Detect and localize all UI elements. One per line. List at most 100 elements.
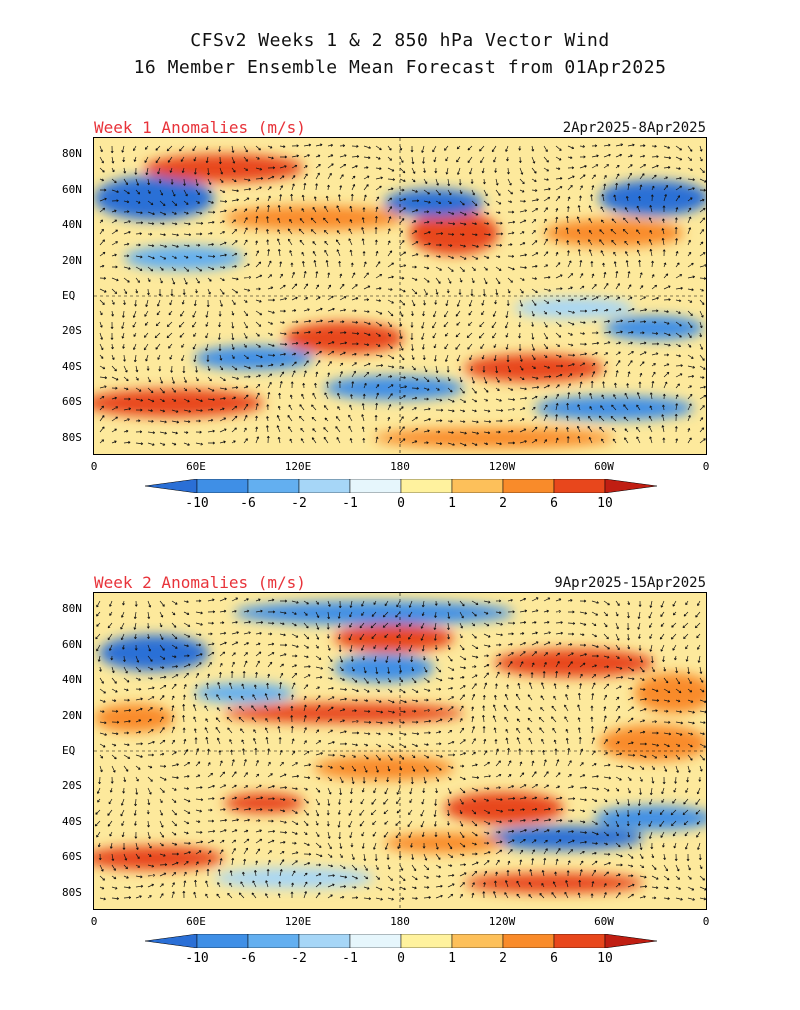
wind-arrow	[663, 156, 672, 160]
wind-arrow	[231, 641, 239, 646]
wind-arrow	[121, 145, 125, 153]
wind-arrow	[231, 652, 236, 657]
wind-arrow	[481, 354, 485, 360]
wind-arrow	[267, 391, 271, 400]
wind-arrow	[579, 372, 583, 378]
wind-arrow	[423, 407, 431, 411]
wind-arrow	[435, 687, 442, 691]
wind-arrow	[252, 880, 257, 888]
wind-arrow	[303, 751, 310, 756]
wind-arrow	[504, 880, 509, 888]
wind-arrow	[674, 226, 678, 235]
wind-arrow	[315, 882, 322, 888]
wind-arrow	[447, 200, 452, 204]
wind-arrow	[578, 736, 582, 745]
wind-arrow	[207, 277, 212, 282]
wind-arrow	[267, 156, 274, 160]
wind-arrow	[135, 419, 141, 423]
wind-arrow	[399, 416, 404, 422]
wind-arrow	[636, 436, 641, 444]
wind-arrow	[408, 809, 413, 816]
wind-arrow	[399, 178, 406, 183]
wind-arrow	[603, 341, 611, 345]
wind-arrow	[361, 414, 365, 422]
wind-arrow	[279, 672, 284, 679]
wind-arrow	[435, 430, 441, 434]
wind-arrow	[349, 438, 353, 444]
wind-arrow	[588, 415, 593, 422]
wind-arrow	[135, 255, 143, 259]
wind-arrow	[447, 776, 452, 781]
wind-arrow	[603, 776, 612, 780]
wind-arrow	[435, 884, 443, 888]
wind-arrow	[362, 655, 366, 661]
wind-arrow	[399, 677, 403, 683]
wind-arrow	[111, 720, 120, 724]
wind-arrow	[663, 743, 670, 748]
wind-arrow	[207, 673, 211, 679]
wind-arrow	[111, 886, 118, 890]
wind-arrow	[507, 672, 511, 679]
wind-arrow	[120, 798, 125, 806]
wind-arrow	[507, 220, 516, 224]
wind-arrow	[625, 195, 629, 202]
wind-arrow	[207, 243, 214, 246]
wind-arrow	[471, 409, 477, 413]
wind-arrow	[567, 632, 575, 636]
wind-arrow	[361, 842, 365, 849]
wind-arrow	[649, 204, 653, 213]
wind-arrow	[495, 786, 501, 790]
wind-arrow	[471, 861, 479, 866]
wind-arrow	[543, 288, 552, 292]
wind-arrow	[543, 839, 548, 844]
wind-arrow	[375, 343, 381, 347]
wind-arrow	[290, 715, 294, 723]
wind-arrow	[697, 644, 701, 650]
wind-arrow	[471, 233, 478, 237]
wind-arrow	[483, 266, 488, 271]
wind-arrow	[627, 842, 632, 850]
wind-arrow	[423, 754, 430, 759]
wind-arrow	[277, 726, 281, 734]
wind-arrow	[359, 622, 365, 629]
wind-arrow	[492, 310, 497, 317]
wind-arrow	[277, 716, 281, 723]
wind-arrow	[146, 622, 150, 629]
wind-arrow	[687, 299, 693, 303]
wind-arrow	[471, 266, 476, 271]
wind-arrow	[147, 211, 155, 216]
wind-arrow	[267, 373, 273, 378]
wind-arrow	[555, 642, 562, 646]
wind-arrow	[662, 249, 666, 257]
wind-arrow	[567, 671, 571, 679]
wind-arrow	[147, 398, 155, 403]
wind-arrow	[339, 283, 345, 290]
wind-arrow	[627, 341, 633, 345]
wind-arrow	[471, 420, 479, 424]
wind-arrow	[483, 820, 491, 825]
wind-arrow	[123, 708, 132, 712]
wind-arrow	[327, 864, 334, 868]
wind-arrow	[135, 232, 142, 236]
wind-arrow	[576, 216, 581, 224]
wind-arrow	[411, 365, 416, 371]
wind-arrow	[135, 178, 140, 186]
wind-arrow	[123, 853, 128, 861]
wind-arrow	[627, 296, 633, 301]
wind-arrow	[324, 417, 329, 422]
wind-arrow	[339, 754, 346, 758]
wind-arrow	[422, 787, 426, 793]
wind-arrow	[435, 419, 443, 423]
wind-arrow	[467, 156, 473, 163]
wind-arrow	[543, 620, 550, 624]
wind-arrow	[447, 409, 455, 413]
wind-arrow	[447, 644, 451, 650]
wind-arrow	[122, 156, 126, 163]
wind-arrow	[555, 437, 559, 444]
wind-arrow	[659, 633, 665, 640]
wind-arrow	[171, 655, 177, 659]
wind-arrow	[506, 684, 510, 690]
panel-date-range: 2Apr2025-8Apr2025	[562, 120, 706, 136]
wind-arrow	[267, 195, 271, 202]
wind-arrow	[687, 156, 693, 161]
